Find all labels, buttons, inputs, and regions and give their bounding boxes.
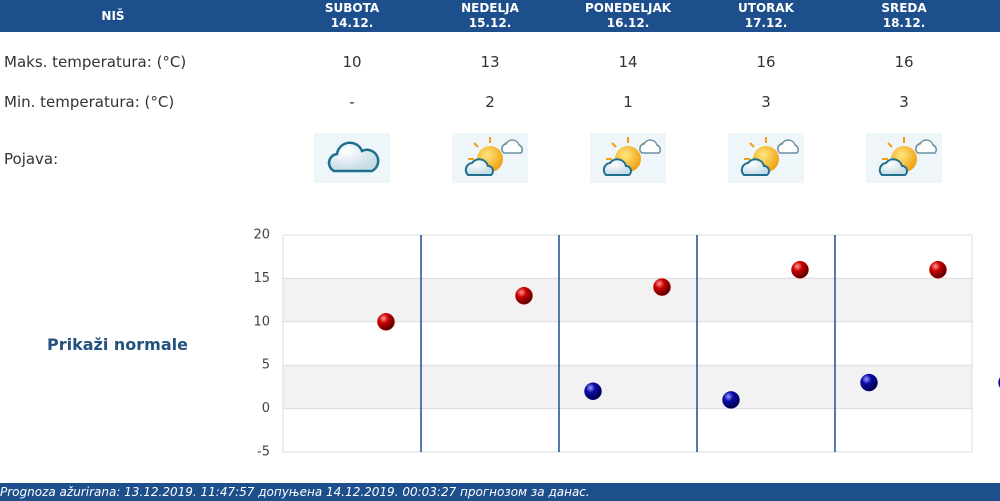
day-name: NEDELJA — [461, 1, 519, 15]
temperature-point — [584, 382, 602, 400]
weather-icon — [452, 133, 528, 183]
grid-band — [283, 278, 972, 322]
weather-icon — [590, 133, 666, 183]
row-label: Min. temperatura: (°C) — [4, 93, 175, 111]
grid-band — [283, 365, 972, 409]
day-date: 17.12. — [744, 16, 788, 30]
day-name: PONEDELJAK — [584, 1, 672, 15]
footer-bar: Prognoza ažurirana: 13.12.2019. 11:47:57… — [0, 483, 1000, 501]
y-tick-label: 0 — [262, 401, 270, 416]
y-tick-label: 5 — [262, 358, 270, 373]
temperature-point — [929, 260, 947, 279]
row-label: Pojava: — [4, 150, 59, 168]
table-cell: 13 — [480, 53, 500, 71]
temperature-point — [515, 287, 533, 305]
day-date: 14.12. — [330, 16, 374, 30]
table-cell: 3 — [761, 93, 771, 111]
day-name: UTORAK — [738, 1, 794, 15]
table-cell: 10 — [342, 53, 362, 71]
footer-text: Prognoza ažurirana: 13.12.2019. 11:47:57… — [0, 485, 590, 499]
table-cell: - — [349, 93, 355, 111]
weather-icon — [314, 133, 390, 183]
table-cell: 14 — [618, 53, 638, 71]
weather-icon — [728, 133, 804, 183]
table-cell: 2 — [485, 93, 495, 111]
y-tick-label: 10 — [253, 314, 270, 329]
temperature-point — [722, 391, 740, 409]
table-cell: 16 — [894, 53, 914, 71]
row-label: Maks. temperatura: (°C) — [4, 53, 187, 71]
table-cell: 3 — [899, 93, 909, 111]
y-tick-label: -5 — [257, 445, 270, 460]
table-cell: 16 — [756, 53, 776, 71]
temperature-point — [860, 373, 878, 392]
day-date: 18.12. — [882, 16, 926, 30]
day-date: 15.12. — [468, 16, 512, 30]
table-cell: 1 — [623, 93, 633, 111]
show-normals-link[interactable]: Prikaži normale — [47, 335, 188, 354]
city-name: NIŠ — [101, 9, 125, 23]
day-name: SREDA — [881, 1, 927, 15]
weather-icon — [866, 133, 942, 183]
y-tick-label: 15 — [253, 271, 270, 286]
temperature-point — [791, 260, 809, 279]
day-date: 16.12. — [606, 16, 650, 30]
temperature-point — [653, 278, 671, 296]
y-tick-label: 20 — [253, 228, 270, 243]
temperature-point — [377, 313, 395, 331]
header-bar: NIŠ SUBOTA 14.12. NEDELJA 15.12. PONEDELJAK 16… — [0, 0, 1000, 32]
day-name: SUBOTA — [324, 1, 380, 15]
